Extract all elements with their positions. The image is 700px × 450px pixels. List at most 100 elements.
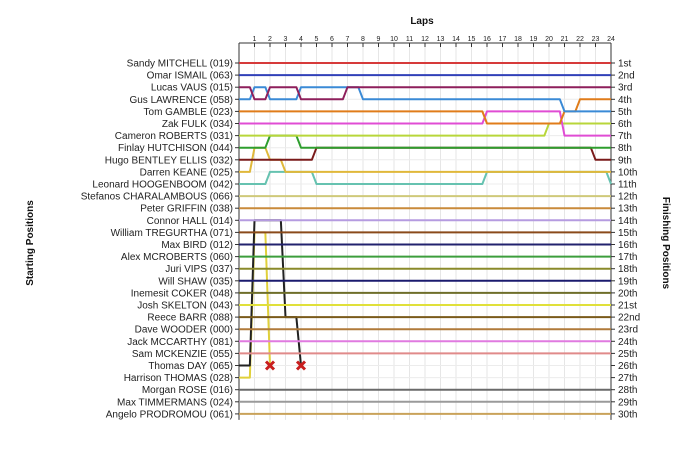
label-layer: Sandy MITCHELL (019)Omar ISMAIL (063)Luc…: [81, 59, 641, 421]
driver-position-line: [239, 86, 611, 113]
driver-start-label: Darren KEANE (025): [140, 167, 233, 178]
finishing-position-label: 10th: [618, 167, 637, 178]
finishing-position-label: 12th: [618, 192, 637, 203]
driver-start-label: Tom GAMBLE (023): [144, 107, 233, 118]
driver-start-label: Stefanos CHARALAMBOUS (066): [81, 192, 233, 203]
lap-tick-label: 13: [437, 36, 445, 43]
retirement-marker-stroke-b: [295, 360, 307, 371]
finishing-position-label: 28th: [618, 385, 637, 396]
driver-start-label: Omar ISMAIL (063): [147, 71, 233, 82]
finishing-position-label: 20th: [618, 288, 637, 299]
driver-start-label: Inemesit COKER (048): [131, 288, 233, 299]
lap-tick-label: 4: [299, 36, 303, 43]
finishing-position-label: 29th: [618, 397, 637, 408]
lap-tick-label: 6: [330, 36, 334, 43]
driver-start-label: Alex MCROBERTS (060): [121, 252, 233, 263]
chart-title: Laps: [410, 16, 434, 27]
driver-position-line: [239, 98, 611, 125]
lap-tick-label: 8: [361, 36, 365, 43]
lap-tick-label: 23: [592, 36, 600, 43]
driver-start-label: Peter GRIFFIN (038): [140, 204, 233, 215]
finishing-position-label: 15th: [618, 228, 637, 239]
lap-tick-label: 15: [468, 36, 476, 43]
driver-start-label: Josh SKELTON (043): [137, 301, 233, 312]
driver-start-label: Leonard HOOGENBOOM (042): [92, 180, 233, 191]
right-axis-title: Finishing Positions: [660, 197, 671, 290]
retirement-marker-stroke-b: [264, 360, 276, 371]
driver-start-label: Harrison THOMAS (028): [124, 373, 233, 384]
finishing-position-label: 14th: [618, 216, 637, 227]
series-layer: [239, 62, 612, 415]
retirement-marker: [295, 360, 307, 371]
finishing-position-label: 19th: [618, 276, 637, 287]
lap-tick-label: 7: [346, 36, 350, 43]
finishing-position-label: 7th: [618, 131, 632, 142]
lap-tick-label: 20: [545, 36, 553, 43]
driver-start-label: Max TIMMERMANS (024): [117, 397, 233, 408]
driver-start-label: Sam MCKENZIE (055): [132, 349, 233, 360]
lap-tick-label: 22: [576, 36, 584, 43]
lap-tick-label: 12: [421, 36, 429, 43]
finishing-position-label: 23rd: [618, 325, 638, 336]
driver-position-line: [239, 146, 611, 173]
lap-tick-label: 19: [530, 36, 538, 43]
driver-start-label: Jack MCCARTHY (081): [127, 337, 233, 348]
retirement-marker: [264, 360, 276, 371]
lap-tick-label: 11: [406, 36, 413, 43]
driver-start-label: Dave WOODER (000): [135, 325, 233, 336]
finishing-position-label: 17th: [618, 252, 637, 263]
finishing-position-label: 30th: [618, 409, 637, 420]
driver-start-label: Angelo PRODROMOU (061): [106, 409, 233, 420]
finishing-position-label: 24th: [618, 337, 637, 348]
finishing-position-label: 25th: [618, 349, 637, 360]
driver-position-line: [239, 110, 611, 137]
driver-position-line: [239, 134, 611, 149]
driver-start-label: Morgan ROSE (016): [142, 385, 233, 396]
driver-position-line: [239, 86, 611, 101]
driver-start-label: Juri VIPS (037): [165, 264, 233, 275]
finishing-position-label: 2nd: [618, 71, 635, 82]
finishing-position-label: 3rd: [618, 83, 632, 94]
driver-start-label: Zak FULK (034): [162, 119, 233, 130]
lap-tick-label: 2: [268, 36, 272, 43]
driver-start-label: Reece BARR (088): [147, 313, 233, 324]
lap-tick-label: 10: [390, 36, 398, 43]
driver-start-label: Finlay HUTCHISON (044): [118, 143, 233, 154]
finishing-position-label: 9th: [618, 155, 632, 166]
finishing-position-label: 21st: [618, 301, 637, 312]
finishing-position-label: 22nd: [618, 313, 640, 324]
driver-start-label: Sandy MITCHELL (019): [127, 59, 233, 70]
finishing-position-label: 5th: [618, 107, 632, 118]
finishing-position-label: 4th: [618, 95, 632, 106]
lap-tick-label: 9: [377, 36, 381, 43]
finishing-position-label: 1st: [618, 59, 632, 70]
driver-start-label: Max BIRD (012): [161, 240, 233, 251]
lap-tick-label: 5: [315, 36, 319, 43]
lap-tick-label: 16: [483, 36, 491, 43]
finishing-position-label: 16th: [618, 240, 637, 251]
driver-start-label: Will SHAW (035): [158, 276, 233, 287]
finishing-position-label: 11th: [618, 180, 637, 191]
finishing-position-label: 27th: [618, 373, 637, 384]
finishing-position-label: 13th: [618, 204, 637, 215]
lap-tick-label: 1: [253, 36, 257, 43]
driver-start-label: Thomas DAY (065): [148, 361, 233, 372]
driver-start-label: Cameron ROBERTS (031): [115, 131, 233, 142]
lap-tick-label: 24: [607, 36, 615, 43]
driver-start-label: Gus LAWRENCE (058): [129, 95, 233, 106]
lap-tick-label: 18: [514, 36, 522, 43]
finishing-position-label: 26th: [618, 361, 637, 372]
driver-start-label: Lucas VAUS (015): [151, 83, 233, 94]
lap-tick-label: 17: [499, 36, 507, 43]
driver-start-label: Hugo BENTLEY ELLIS (032): [105, 155, 233, 166]
finishing-position-label: 8th: [618, 143, 632, 154]
driver-start-label: William TREGURTHA (071): [111, 228, 233, 239]
left-axis-title: Starting Positions: [25, 200, 36, 286]
lap-tick-label: 21: [561, 36, 569, 43]
driver-start-label: Connor HALL (014): [147, 216, 233, 227]
lap-tick-label: 14: [452, 36, 460, 43]
finishing-position-label: 18th: [618, 264, 637, 275]
finishing-position-label: 6th: [618, 119, 632, 130]
